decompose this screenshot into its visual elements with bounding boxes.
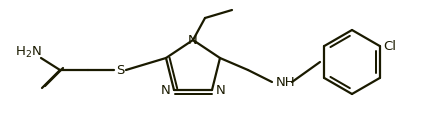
Text: NH: NH bbox=[276, 76, 295, 90]
Text: N: N bbox=[160, 84, 170, 97]
Text: N: N bbox=[216, 84, 226, 97]
Text: N: N bbox=[188, 34, 198, 47]
Text: Cl: Cl bbox=[384, 40, 397, 53]
Text: S: S bbox=[116, 63, 124, 76]
Text: H$_2$N: H$_2$N bbox=[14, 44, 42, 60]
